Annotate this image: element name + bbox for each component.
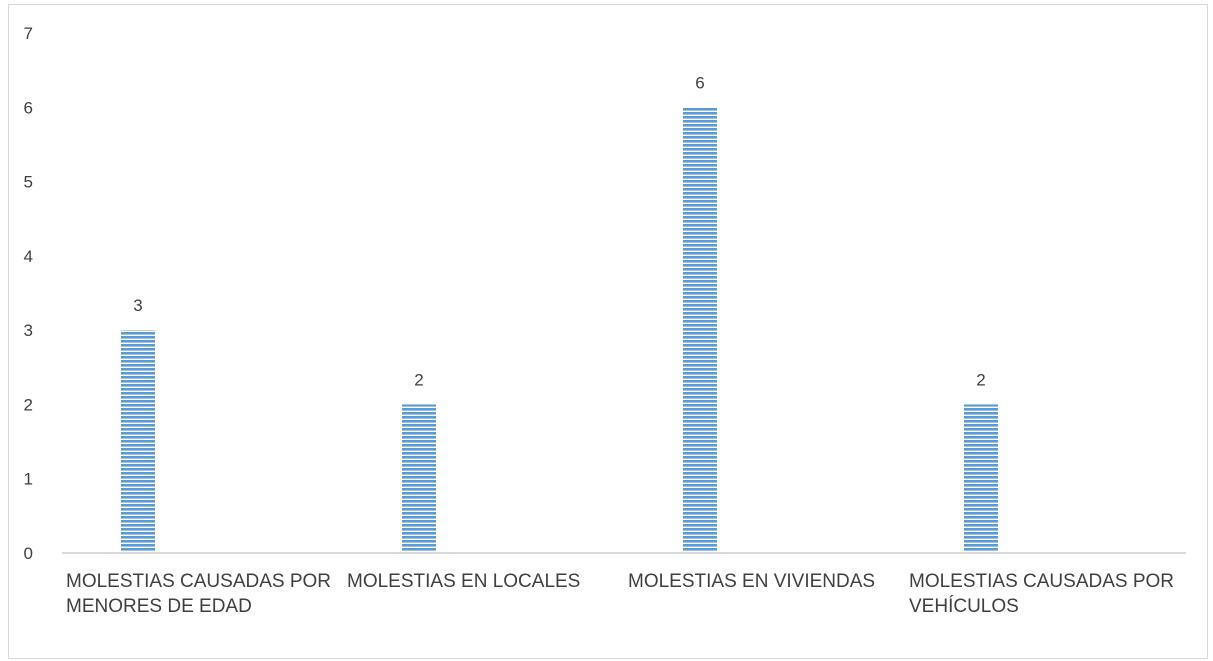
- bar: [964, 404, 998, 553]
- data-label: 6: [695, 73, 704, 92]
- bar: [402, 404, 436, 553]
- data-label: 3: [133, 296, 142, 315]
- y-tick-label: 0: [24, 544, 33, 563]
- x-category-label: MOLESTIAS CAUSADAS POR MENORES DE EDAD: [66, 571, 332, 617]
- data-label: 2: [976, 370, 985, 389]
- y-tick-label: 1: [24, 470, 33, 489]
- y-tick-label: 5: [24, 173, 33, 192]
- x-category-label: MOLESTIAS EN VIVIENDAS: [628, 571, 876, 592]
- x-category-label: MOLESTIAS CAUSADAS POR VEHÍCULOS: [909, 571, 1175, 617]
- data-label: 2: [414, 370, 423, 389]
- chart-frame: [8, 4, 1208, 659]
- bar: [683, 107, 717, 554]
- y-tick-label: 6: [24, 98, 33, 117]
- y-tick-label: 3: [24, 321, 33, 340]
- y-tick-label: 7: [24, 24, 33, 43]
- y-tick-label: 2: [24, 395, 33, 414]
- x-category-label: MOLESTIAS EN LOCALES: [347, 571, 581, 592]
- y-tick-label: 4: [24, 247, 33, 266]
- bar: [121, 330, 155, 553]
